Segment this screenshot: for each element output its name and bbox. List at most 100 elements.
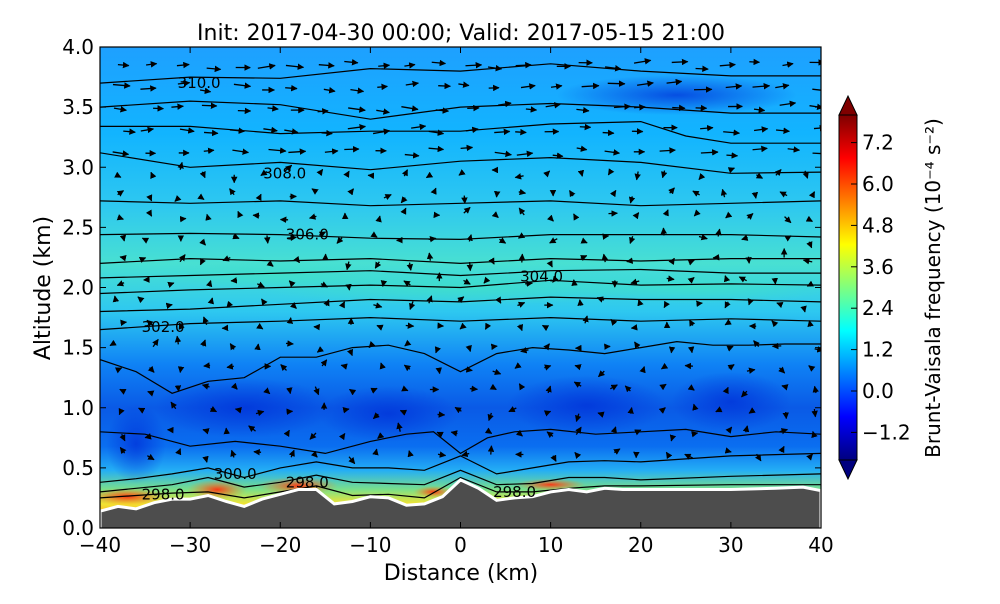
- colorbar-tick-label: −1.2: [862, 420, 911, 444]
- x-tick-label: 30: [718, 533, 743, 557]
- wind-arrow: [204, 132, 218, 133]
- wind-arrow: [698, 303, 703, 304]
- wind-arrow: [464, 196, 465, 204]
- colorbar-gradient: [839, 115, 857, 460]
- wind-arrow: [786, 412, 787, 418]
- wind-arrow: [516, 65, 531, 66]
- wind-arrow: [608, 83, 625, 84]
- wind-arrow: [748, 257, 749, 264]
- colorbar-tick-label: 2.4: [862, 296, 894, 320]
- wind-arrow: [814, 128, 826, 129]
- x-axis-title: Distance (km): [384, 561, 539, 586]
- wind-arrow: [492, 346, 497, 347]
- contour-label: 302.0: [142, 318, 185, 336]
- y-tick-label: 1.5: [62, 336, 94, 360]
- wind-arrow: [439, 370, 440, 374]
- field-patch: [507, 375, 667, 435]
- wind-arrow: [728, 451, 731, 452]
- y-tick-label: 4.0: [62, 35, 94, 59]
- colorbar: −1.20.01.22.43.64.86.07.2 Brunt-Vaisala …: [839, 96, 945, 479]
- wind-arrow: [169, 305, 172, 306]
- wind-arrow: [470, 262, 471, 271]
- wind-arrow: [515, 132, 526, 133]
- wind-arrow: [491, 446, 492, 455]
- wind-arrow: [685, 366, 693, 367]
- wind-arrow: [775, 279, 776, 284]
- wind-arrow: [631, 327, 636, 328]
- wind-arrow: [461, 147, 473, 148]
- x-tick-label: −20: [259, 533, 301, 557]
- y-tick-label: 2.5: [62, 215, 94, 239]
- wind-arrow: [318, 111, 328, 112]
- y-axis-title: Altitude (km): [31, 216, 56, 360]
- wind-arrow: [379, 216, 380, 219]
- colorbar-label: Brunt-Vaisala frequency (10⁻⁴ s⁻²): [921, 118, 945, 458]
- field-patch: [154, 378, 334, 438]
- x-tick-label: 10: [538, 533, 563, 557]
- wind-arrow: [290, 318, 291, 323]
- contour-label: 304.0: [520, 268, 563, 286]
- wind-arrow: [470, 389, 477, 390]
- wind-arrow: [522, 254, 523, 262]
- wind-arrow: [696, 68, 709, 69]
- wind-arrow: [286, 343, 293, 344]
- y-tick-label: 0.0: [62, 516, 94, 540]
- wind-arrow: [755, 195, 756, 199]
- colorbar-extend-max: [839, 96, 857, 115]
- contour-label: 308.0: [263, 164, 306, 182]
- wind-arrow: [580, 127, 591, 128]
- y-tick-label: 3.5: [62, 95, 94, 119]
- wind-arrow: [376, 449, 377, 452]
- wind-arrow: [267, 235, 268, 243]
- field-patch: [318, 386, 458, 442]
- wind-arrow: [202, 105, 217, 106]
- y-tick-label: 3.0: [62, 155, 94, 179]
- plot-area: 298.0300.0302.0304.0306.0308.0310.0298.0…: [87, 47, 835, 533]
- wind-arrow: [285, 88, 297, 89]
- colorbar-tick-label: 6.0: [862, 172, 894, 196]
- contour-label: 306.0: [286, 226, 329, 244]
- colorbar-ticks: −1.20.01.22.43.64.86.07.2: [851, 131, 911, 445]
- contour-label: 298.0: [142, 485, 185, 503]
- colorbar-tick-label: 0.0: [862, 379, 894, 403]
- x-tick-label: −30: [169, 533, 211, 557]
- contour-label: 298.0: [493, 483, 536, 501]
- wind-arrow: [226, 428, 227, 433]
- x-tick-label: 20: [628, 533, 653, 557]
- wind-arrow: [694, 433, 698, 434]
- field-patch: [671, 372, 791, 432]
- wind-arrow: [120, 257, 123, 258]
- y-tick-label: 1.0: [62, 396, 94, 420]
- wind-arrow: [627, 261, 631, 262]
- contour-label: 300.0: [214, 465, 257, 483]
- wind-arrow: [663, 228, 664, 235]
- wind-arrow: [180, 369, 181, 373]
- wind-arrow: [236, 409, 240, 410]
- contour-label: 298.0: [286, 473, 329, 491]
- y-tick-label: 2.0: [62, 276, 94, 300]
- colorbar-tick-label: 3.6: [862, 255, 894, 279]
- wind-arrow: [438, 86, 450, 87]
- wind-arrow: [692, 349, 693, 352]
- chart-title: Init: 2017-04-30 00:00; Valid: 2017-05-1…: [197, 21, 725, 46]
- colorbar-tick-label: 7.2: [862, 131, 894, 155]
- wind-arrow: [345, 409, 349, 410]
- wind-arrow: [672, 62, 688, 63]
- wind-arrow: [580, 300, 581, 306]
- wind-arrow: [204, 365, 210, 366]
- wind-arrow: [467, 108, 479, 109]
- wind-arrow: [341, 365, 344, 366]
- wind-arrow: [465, 65, 481, 66]
- wind-arrow: [603, 133, 614, 134]
- colorbar-extend-min: [839, 460, 857, 479]
- wind-arrow: [254, 452, 261, 453]
- wind-arrow: [726, 155, 737, 156]
- x-tick-label: −10: [349, 533, 391, 557]
- wind-arrow: [349, 284, 350, 290]
- wind-arrow: [115, 296, 116, 300]
- wind-arrow: [377, 86, 387, 87]
- colorbar-tick-label: 1.2: [862, 338, 894, 362]
- x-tick-label: 0: [454, 533, 467, 557]
- wind-arrow: [406, 326, 414, 327]
